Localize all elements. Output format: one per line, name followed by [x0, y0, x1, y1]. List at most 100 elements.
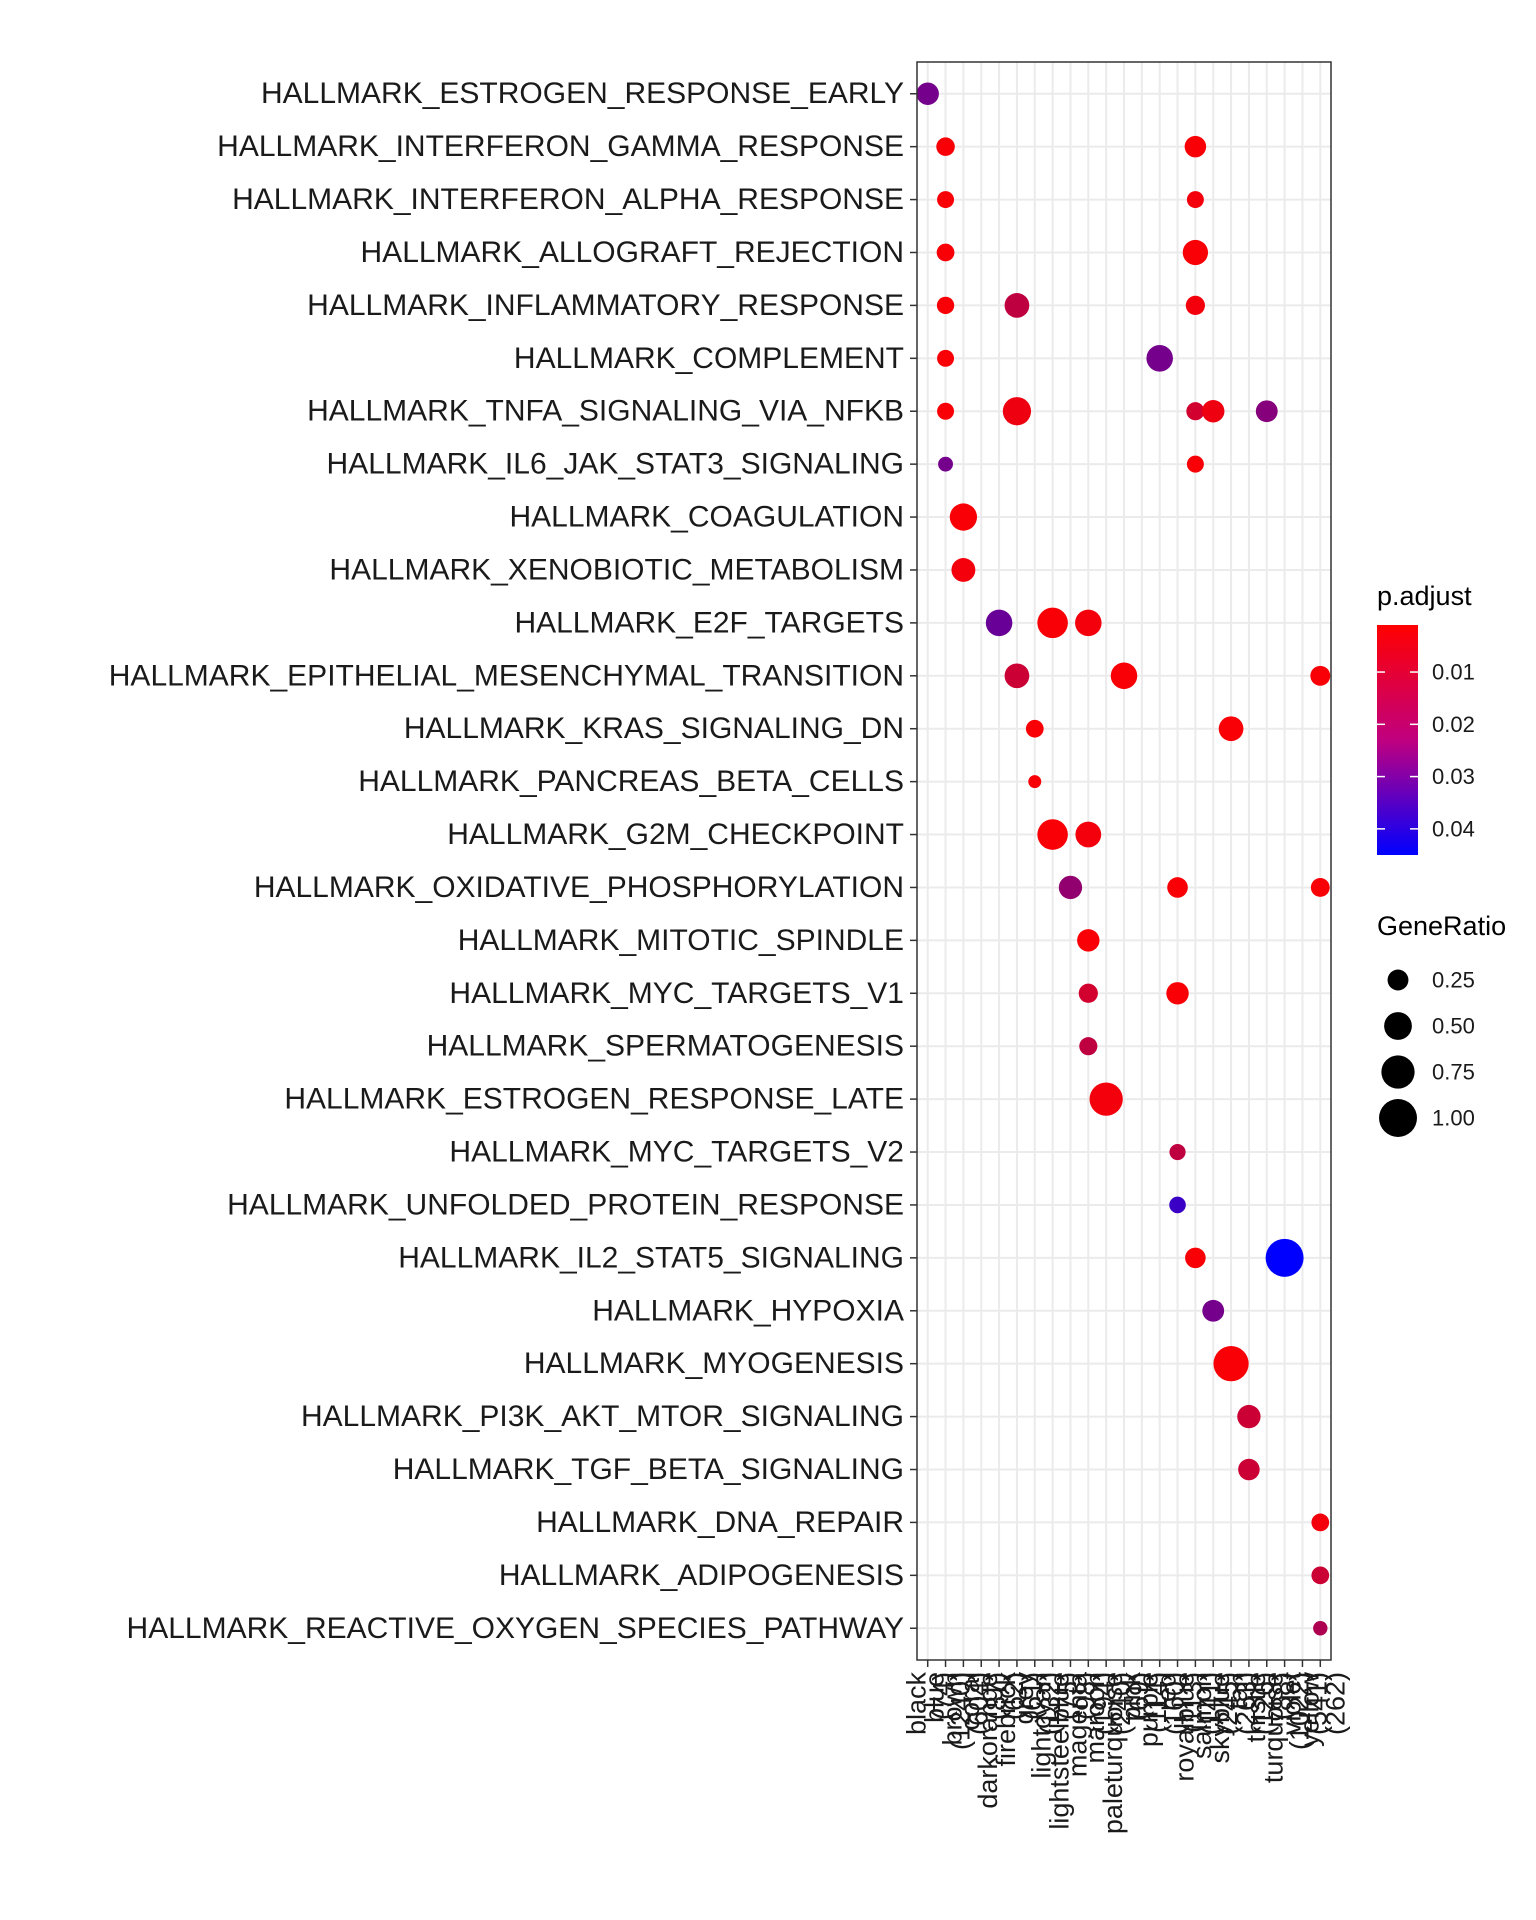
y-tick-label: HALLMARK_MYC_TARGETS_V1 [449, 977, 904, 1010]
y-tick-label: HALLMARK_DNA_REPAIR [536, 1506, 904, 1539]
x-tick-label-line: thistle [1241, 1672, 1271, 1743]
x-tick-label-line: (132) [1035, 1672, 1065, 1735]
x-tick-label-line: coral [955, 1672, 985, 1731]
y-tick-label: HALLMARK_INFLAMMATORY_RESPONSE [307, 289, 904, 322]
x-tick-label: black(74) [902, 1672, 958, 1736]
x-tick-label: tan(126) [1223, 1672, 1279, 1735]
x-tick-label-line: maroon [1080, 1672, 1110, 1764]
x-tick-label-line: blue [920, 1672, 950, 1723]
data-point [949, 503, 978, 531]
x-tick-label: grey(132) [1009, 1672, 1065, 1736]
data-point [1185, 295, 1205, 316]
data-point [1169, 1143, 1186, 1161]
x-tick-label-line: (62) [999, 1672, 1029, 1720]
size-legend: GeneRatio 0.25 0.50 0.75 1.00 [1377, 911, 1506, 1137]
x-tick-label: royalblue(141) [1169, 1672, 1225, 1782]
x-tick-label-line: red [1152, 1672, 1182, 1711]
x-tick-label: darkorange(62) [973, 1672, 1029, 1809]
y-tick-label: HALLMARK_INTERFERON_GAMMA_RESPONSE [217, 130, 904, 163]
x-tick-label-line: (74) [928, 1672, 958, 1720]
data-point [936, 243, 955, 262]
y-tick-label: HALLMARK_COMPLEMENT [514, 342, 904, 375]
data-point [937, 402, 955, 420]
data-point [1202, 1299, 1225, 1322]
x-tick-label-line: brown [937, 1672, 967, 1746]
x-tick-label-line: paleturquoise [1098, 1672, 1128, 1834]
data-point [936, 296, 955, 315]
x-tick-label: skyblue(263) [1205, 1672, 1261, 1764]
data-point [985, 609, 1013, 637]
data-point [1004, 663, 1030, 689]
x-tick-label-line: (114) [1142, 1672, 1172, 1733]
y-tick-label: HALLMARK_INTERFERON_ALPHA_RESPONSE [232, 183, 904, 216]
size-legend-dot [1381, 1055, 1415, 1089]
x-tick-label-line: purple [1134, 1672, 1164, 1747]
color-legend: p.adjust 0.01 0.02 0.03 0.04 [1377, 581, 1475, 855]
y-tick-label: HALLMARK_REACTIVE_OXYGEN_SPECIES_PATHWAY [127, 1612, 904, 1645]
x-tick-label: paleturquoise(69) [1098, 1672, 1154, 1834]
size-legend-label: 0.75 [1432, 1060, 1475, 1085]
y-tick-label: HALLMARK_TNFA_SIGNALING_VIA_NFKB [307, 395, 904, 428]
data-point [1185, 1247, 1206, 1269]
y-tick-label: HALLMARK_COAGULATION [509, 501, 904, 534]
size-legend-label: 0.50 [1432, 1014, 1475, 1039]
size-legend-label: 0.25 [1432, 968, 1475, 993]
x-tick-label: turquoise(1022) [1259, 1672, 1315, 1783]
y-tick-label: HALLMARK_MYC_TARGETS_V2 [449, 1136, 904, 1169]
data-point [1004, 293, 1030, 318]
y-tick-label: HALLMARK_PANCREAS_BETA_CELLS [358, 765, 904, 798]
x-tick-label-line: (126) [1249, 1672, 1279, 1735]
data-point [937, 349, 955, 367]
data-point [1182, 239, 1209, 266]
x-tick-label-line: lightcyan [1027, 1672, 1057, 1779]
y-tick-label: HALLMARK_IL6_JAK_STAT3_SIGNALING [327, 448, 904, 481]
x-tick-label-line: (1022) [1285, 1672, 1315, 1750]
x-tick-label-line: (1240) [946, 1672, 976, 1750]
x-tick-label-line: darkorange [973, 1672, 1003, 1809]
x-tick-label: brown(604) [937, 1672, 993, 1746]
y-tick-label: HALLMARK_PI3K_AKT_MTOR_SIGNALING [301, 1400, 904, 1433]
data-point [1037, 607, 1068, 639]
data-point [1110, 662, 1138, 690]
color-legend-label: 0.02 [1432, 712, 1475, 737]
y-tick-label: HALLMARK_IL2_STAT5_SIGNALING [398, 1241, 904, 1274]
data-point [1089, 1082, 1123, 1116]
y-tick-label: HALLMARK_SPERMATOGENESIS [427, 1030, 904, 1063]
y-tick-label: HALLMARK_EPITHELIAL_MESENCHYMAL_TRANSITI… [109, 659, 904, 692]
size-legend-title: GeneRatio [1377, 911, 1506, 941]
x-tick-label: maroon(240) [1080, 1672, 1136, 1764]
color-legend-label: 0.01 [1432, 660, 1475, 685]
y-tick-label: HALLMARK_E2F_TARGETS [514, 606, 904, 639]
color-bar [1377, 625, 1418, 855]
data-point [1077, 929, 1100, 952]
x-tick-label: violet(541) [1276, 1672, 1332, 1736]
x-tick-label-line: (113) [1178, 1672, 1208, 1733]
x-tick-label-line: lightsteelblue [1044, 1672, 1074, 1830]
size-legend-dot [1384, 1012, 1412, 1040]
data-point [1075, 609, 1102, 637]
x-tick-label-line: salmon [1187, 1672, 1217, 1759]
x-tick-label-line: (194) [1088, 1672, 1118, 1735]
x-tick-label-line: (541) [1302, 1672, 1332, 1735]
y-tick-label: HALLMARK_MITOTIC_SPINDLE [458, 924, 904, 957]
x-tick-label-line: magenta [1062, 1671, 1092, 1777]
x-tick-label-line: (87) [981, 1672, 1011, 1720]
data-point [1058, 875, 1083, 900]
x-tick-label: pink(114) [1116, 1672, 1172, 1734]
x-tick-label-line: skyblue [1205, 1672, 1235, 1764]
y-tick-label: HALLMARK_HYPOXIA [592, 1294, 904, 1327]
data-point [1002, 397, 1032, 426]
data-point [1265, 1238, 1304, 1277]
size-legend-dot [1379, 1099, 1417, 1137]
y-tick-label: HALLMARK_TGF_BETA_SIGNALING [393, 1453, 904, 1486]
x-tick-label-line: (75) [1053, 1672, 1083, 1720]
x-tick-label-line: (88) [1267, 1672, 1297, 1720]
x-tick-label-line: black [902, 1672, 932, 1736]
x-tick-label-line: (604) [963, 1672, 993, 1735]
y-tick-label: HALLMARK_ESTROGEN_RESPONSE_EARLY [261, 77, 904, 110]
data-point [1186, 402, 1205, 421]
y-tick-label: HALLMARK_UNFOLDED_PROTEIN_RESPONSE [227, 1188, 904, 1221]
data-point [1202, 400, 1225, 423]
data-point [936, 137, 955, 156]
